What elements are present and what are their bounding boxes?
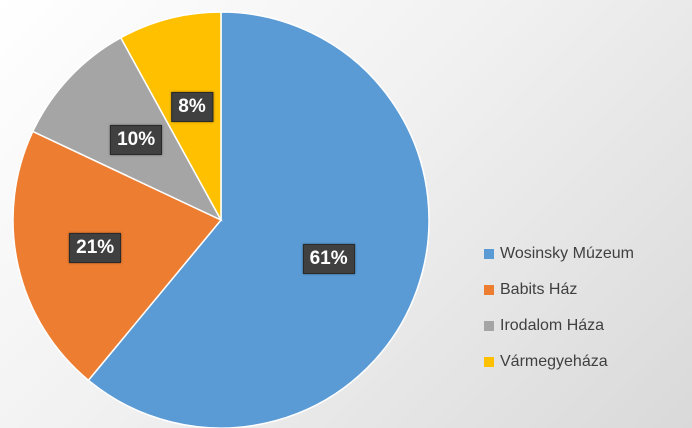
legend-label: Babits Ház	[500, 281, 578, 298]
legend-label: Wosinsky Múzeum	[500, 245, 634, 262]
pie-slice-wosinsky	[87, 11, 430, 428]
pie-slice-varmegyehaza	[119, 11, 222, 221]
legend-item-varmegyehaza: Vármegyeháza	[484, 344, 689, 380]
legend-item-babits: Babits Ház	[484, 272, 689, 308]
data-label-wosinsky: 61%	[302, 243, 355, 274]
data-label-irodalom: 10%	[110, 125, 163, 156]
legend-item-irodalom: Irodalom Háza	[484, 308, 689, 344]
legend-swatch	[484, 249, 494, 259]
legend-item-wosinsky: Wosinsky Múzeum	[484, 236, 689, 272]
legend-label: Irodalom Háza	[500, 317, 605, 334]
data-label-varmegyehaza: 8%	[171, 92, 213, 123]
chart-legend: Wosinsky Múzeum Babits Ház Irodalom Háza…	[484, 236, 689, 380]
legend-swatch	[484, 285, 494, 295]
legend-label: Vármegyeháza	[500, 353, 608, 370]
legend-swatch	[484, 321, 494, 331]
legend-swatch	[484, 357, 494, 367]
data-label-babits: 21%	[69, 233, 122, 264]
